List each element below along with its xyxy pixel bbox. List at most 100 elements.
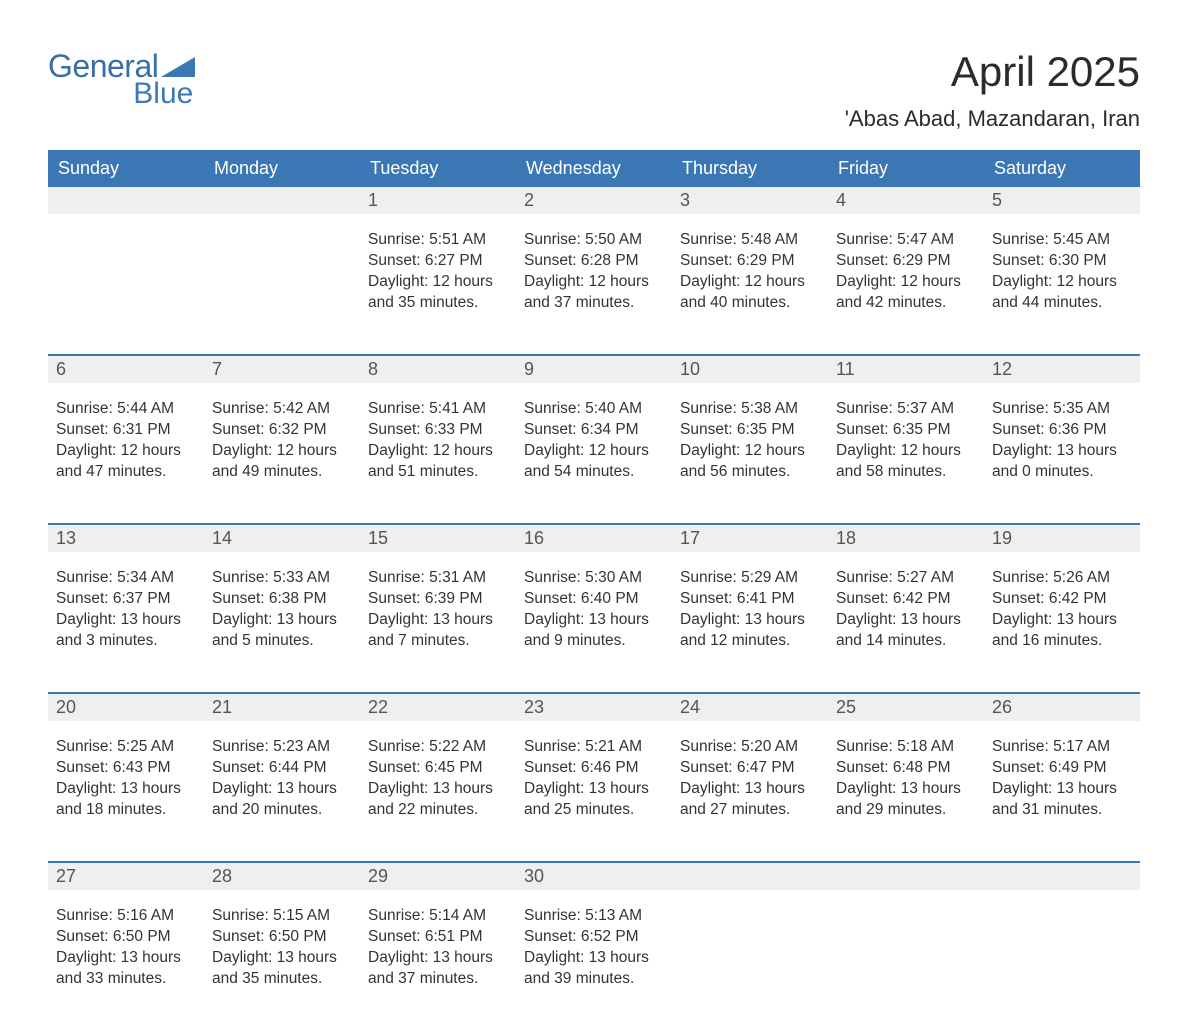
day-body	[48, 228, 204, 230]
daylight-text: Daylight: 13 hours and 39 minutes.	[524, 948, 664, 990]
week-row: Sunrise: 5:25 AMSunset: 6:43 PMDaylight:…	[48, 735, 1140, 861]
day-number: 15	[360, 525, 516, 552]
sunrise-text: Sunrise: 5:45 AM	[992, 230, 1132, 251]
sunrise-text: Sunrise: 5:16 AM	[56, 906, 196, 927]
sunrise-text: Sunrise: 5:37 AM	[836, 399, 976, 420]
sunset-text: Sunset: 6:42 PM	[992, 589, 1132, 610]
day-number: 11	[828, 356, 984, 383]
day-number: 14	[204, 525, 360, 552]
sunrise-text: Sunrise: 5:18 AM	[836, 737, 976, 758]
day-cell: Sunrise: 5:13 AMSunset: 6:52 PMDaylight:…	[516, 904, 672, 1030]
sunset-text: Sunset: 6:45 PM	[368, 758, 508, 779]
day-number: 26	[984, 694, 1140, 721]
day-number	[672, 863, 828, 890]
day-number: 20	[48, 694, 204, 721]
sunrise-text: Sunrise: 5:17 AM	[992, 737, 1132, 758]
day-number: 30	[516, 863, 672, 890]
day-body: Sunrise: 5:29 AMSunset: 6:41 PMDaylight:…	[672, 566, 828, 652]
day-body: Sunrise: 5:30 AMSunset: 6:40 PMDaylight:…	[516, 566, 672, 652]
day-body: Sunrise: 5:42 AMSunset: 6:32 PMDaylight:…	[204, 397, 360, 483]
calendar: Sunday Monday Tuesday Wednesday Thursday…	[48, 150, 1140, 1030]
sunrise-text: Sunrise: 5:26 AM	[992, 568, 1132, 589]
daylight-text: Daylight: 13 hours and 14 minutes.	[836, 610, 976, 652]
day-cell: Sunrise: 5:51 AMSunset: 6:27 PMDaylight:…	[360, 228, 516, 354]
daylight-text: Daylight: 12 hours and 37 minutes.	[524, 272, 664, 314]
day-cell: Sunrise: 5:38 AMSunset: 6:35 PMDaylight:…	[672, 397, 828, 523]
daylight-text: Daylight: 13 hours and 5 minutes.	[212, 610, 352, 652]
day-cell: Sunrise: 5:21 AMSunset: 6:46 PMDaylight:…	[516, 735, 672, 861]
day-body	[828, 904, 984, 906]
day-cell: Sunrise: 5:20 AMSunset: 6:47 PMDaylight:…	[672, 735, 828, 861]
sunrise-text: Sunrise: 5:51 AM	[368, 230, 508, 251]
day-number	[828, 863, 984, 890]
day-body: Sunrise: 5:31 AMSunset: 6:39 PMDaylight:…	[360, 566, 516, 652]
daylight-text: Daylight: 12 hours and 49 minutes.	[212, 441, 352, 483]
sunset-text: Sunset: 6:29 PM	[836, 251, 976, 272]
day-body: Sunrise: 5:38 AMSunset: 6:35 PMDaylight:…	[672, 397, 828, 483]
day-body: Sunrise: 5:18 AMSunset: 6:48 PMDaylight:…	[828, 735, 984, 821]
weekday-header: Friday	[828, 150, 984, 187]
day-number: 13	[48, 525, 204, 552]
logo-blue-text: Blue	[48, 77, 195, 111]
daylight-text: Daylight: 13 hours and 18 minutes.	[56, 779, 196, 821]
day-body: Sunrise: 5:21 AMSunset: 6:46 PMDaylight:…	[516, 735, 672, 821]
daylight-text: Daylight: 12 hours and 40 minutes.	[680, 272, 820, 314]
day-cell: Sunrise: 5:25 AMSunset: 6:43 PMDaylight:…	[48, 735, 204, 861]
daylight-text: Daylight: 13 hours and 25 minutes.	[524, 779, 664, 821]
daynum-row: 12345	[48, 187, 1140, 214]
day-number: 2	[516, 187, 672, 214]
day-cell: Sunrise: 5:30 AMSunset: 6:40 PMDaylight:…	[516, 566, 672, 692]
day-number	[204, 187, 360, 214]
day-cell: Sunrise: 5:41 AMSunset: 6:33 PMDaylight:…	[360, 397, 516, 523]
day-cell	[828, 904, 984, 1030]
day-number	[48, 187, 204, 214]
day-cell: Sunrise: 5:50 AMSunset: 6:28 PMDaylight:…	[516, 228, 672, 354]
day-body: Sunrise: 5:37 AMSunset: 6:35 PMDaylight:…	[828, 397, 984, 483]
sunset-text: Sunset: 6:49 PM	[992, 758, 1132, 779]
sunrise-text: Sunrise: 5:13 AM	[524, 906, 664, 927]
sunset-text: Sunset: 6:33 PM	[368, 420, 508, 441]
day-cell: Sunrise: 5:23 AMSunset: 6:44 PMDaylight:…	[204, 735, 360, 861]
day-number: 5	[984, 187, 1140, 214]
sunset-text: Sunset: 6:37 PM	[56, 589, 196, 610]
sunset-text: Sunset: 6:36 PM	[992, 420, 1132, 441]
sunset-text: Sunset: 6:50 PM	[56, 927, 196, 948]
day-cell: Sunrise: 5:22 AMSunset: 6:45 PMDaylight:…	[360, 735, 516, 861]
daylight-text: Daylight: 13 hours and 31 minutes.	[992, 779, 1132, 821]
daylight-text: Daylight: 13 hours and 7 minutes.	[368, 610, 508, 652]
day-body: Sunrise: 5:23 AMSunset: 6:44 PMDaylight:…	[204, 735, 360, 821]
sunrise-text: Sunrise: 5:38 AM	[680, 399, 820, 420]
daylight-text: Daylight: 13 hours and 9 minutes.	[524, 610, 664, 652]
sunset-text: Sunset: 6:52 PM	[524, 927, 664, 948]
daylight-text: Daylight: 12 hours and 56 minutes.	[680, 441, 820, 483]
daynum-row: 27282930	[48, 861, 1140, 890]
daylight-text: Daylight: 13 hours and 27 minutes.	[680, 779, 820, 821]
sunset-text: Sunset: 6:35 PM	[680, 420, 820, 441]
sunrise-text: Sunrise: 5:31 AM	[368, 568, 508, 589]
sunrise-text: Sunrise: 5:50 AM	[524, 230, 664, 251]
sunset-text: Sunset: 6:29 PM	[680, 251, 820, 272]
sunset-text: Sunset: 6:34 PM	[524, 420, 664, 441]
day-cell: Sunrise: 5:17 AMSunset: 6:49 PMDaylight:…	[984, 735, 1140, 861]
sunset-text: Sunset: 6:32 PM	[212, 420, 352, 441]
day-body: Sunrise: 5:40 AMSunset: 6:34 PMDaylight:…	[516, 397, 672, 483]
sunrise-text: Sunrise: 5:35 AM	[992, 399, 1132, 420]
sunset-text: Sunset: 6:41 PM	[680, 589, 820, 610]
weekday-header: Thursday	[672, 150, 828, 187]
day-cell	[48, 228, 204, 354]
sunset-text: Sunset: 6:39 PM	[368, 589, 508, 610]
sunset-text: Sunset: 6:50 PM	[212, 927, 352, 948]
sunrise-text: Sunrise: 5:27 AM	[836, 568, 976, 589]
daylight-text: Daylight: 13 hours and 35 minutes.	[212, 948, 352, 990]
day-cell: Sunrise: 5:14 AMSunset: 6:51 PMDaylight:…	[360, 904, 516, 1030]
day-cell: Sunrise: 5:16 AMSunset: 6:50 PMDaylight:…	[48, 904, 204, 1030]
daylight-text: Daylight: 13 hours and 12 minutes.	[680, 610, 820, 652]
day-number	[984, 863, 1140, 890]
day-number: 23	[516, 694, 672, 721]
day-body: Sunrise: 5:48 AMSunset: 6:29 PMDaylight:…	[672, 228, 828, 314]
daylight-text: Daylight: 12 hours and 51 minutes.	[368, 441, 508, 483]
day-cell: Sunrise: 5:48 AMSunset: 6:29 PMDaylight:…	[672, 228, 828, 354]
day-body: Sunrise: 5:34 AMSunset: 6:37 PMDaylight:…	[48, 566, 204, 652]
day-number: 19	[984, 525, 1140, 552]
daynum-row: 20212223242526	[48, 692, 1140, 721]
